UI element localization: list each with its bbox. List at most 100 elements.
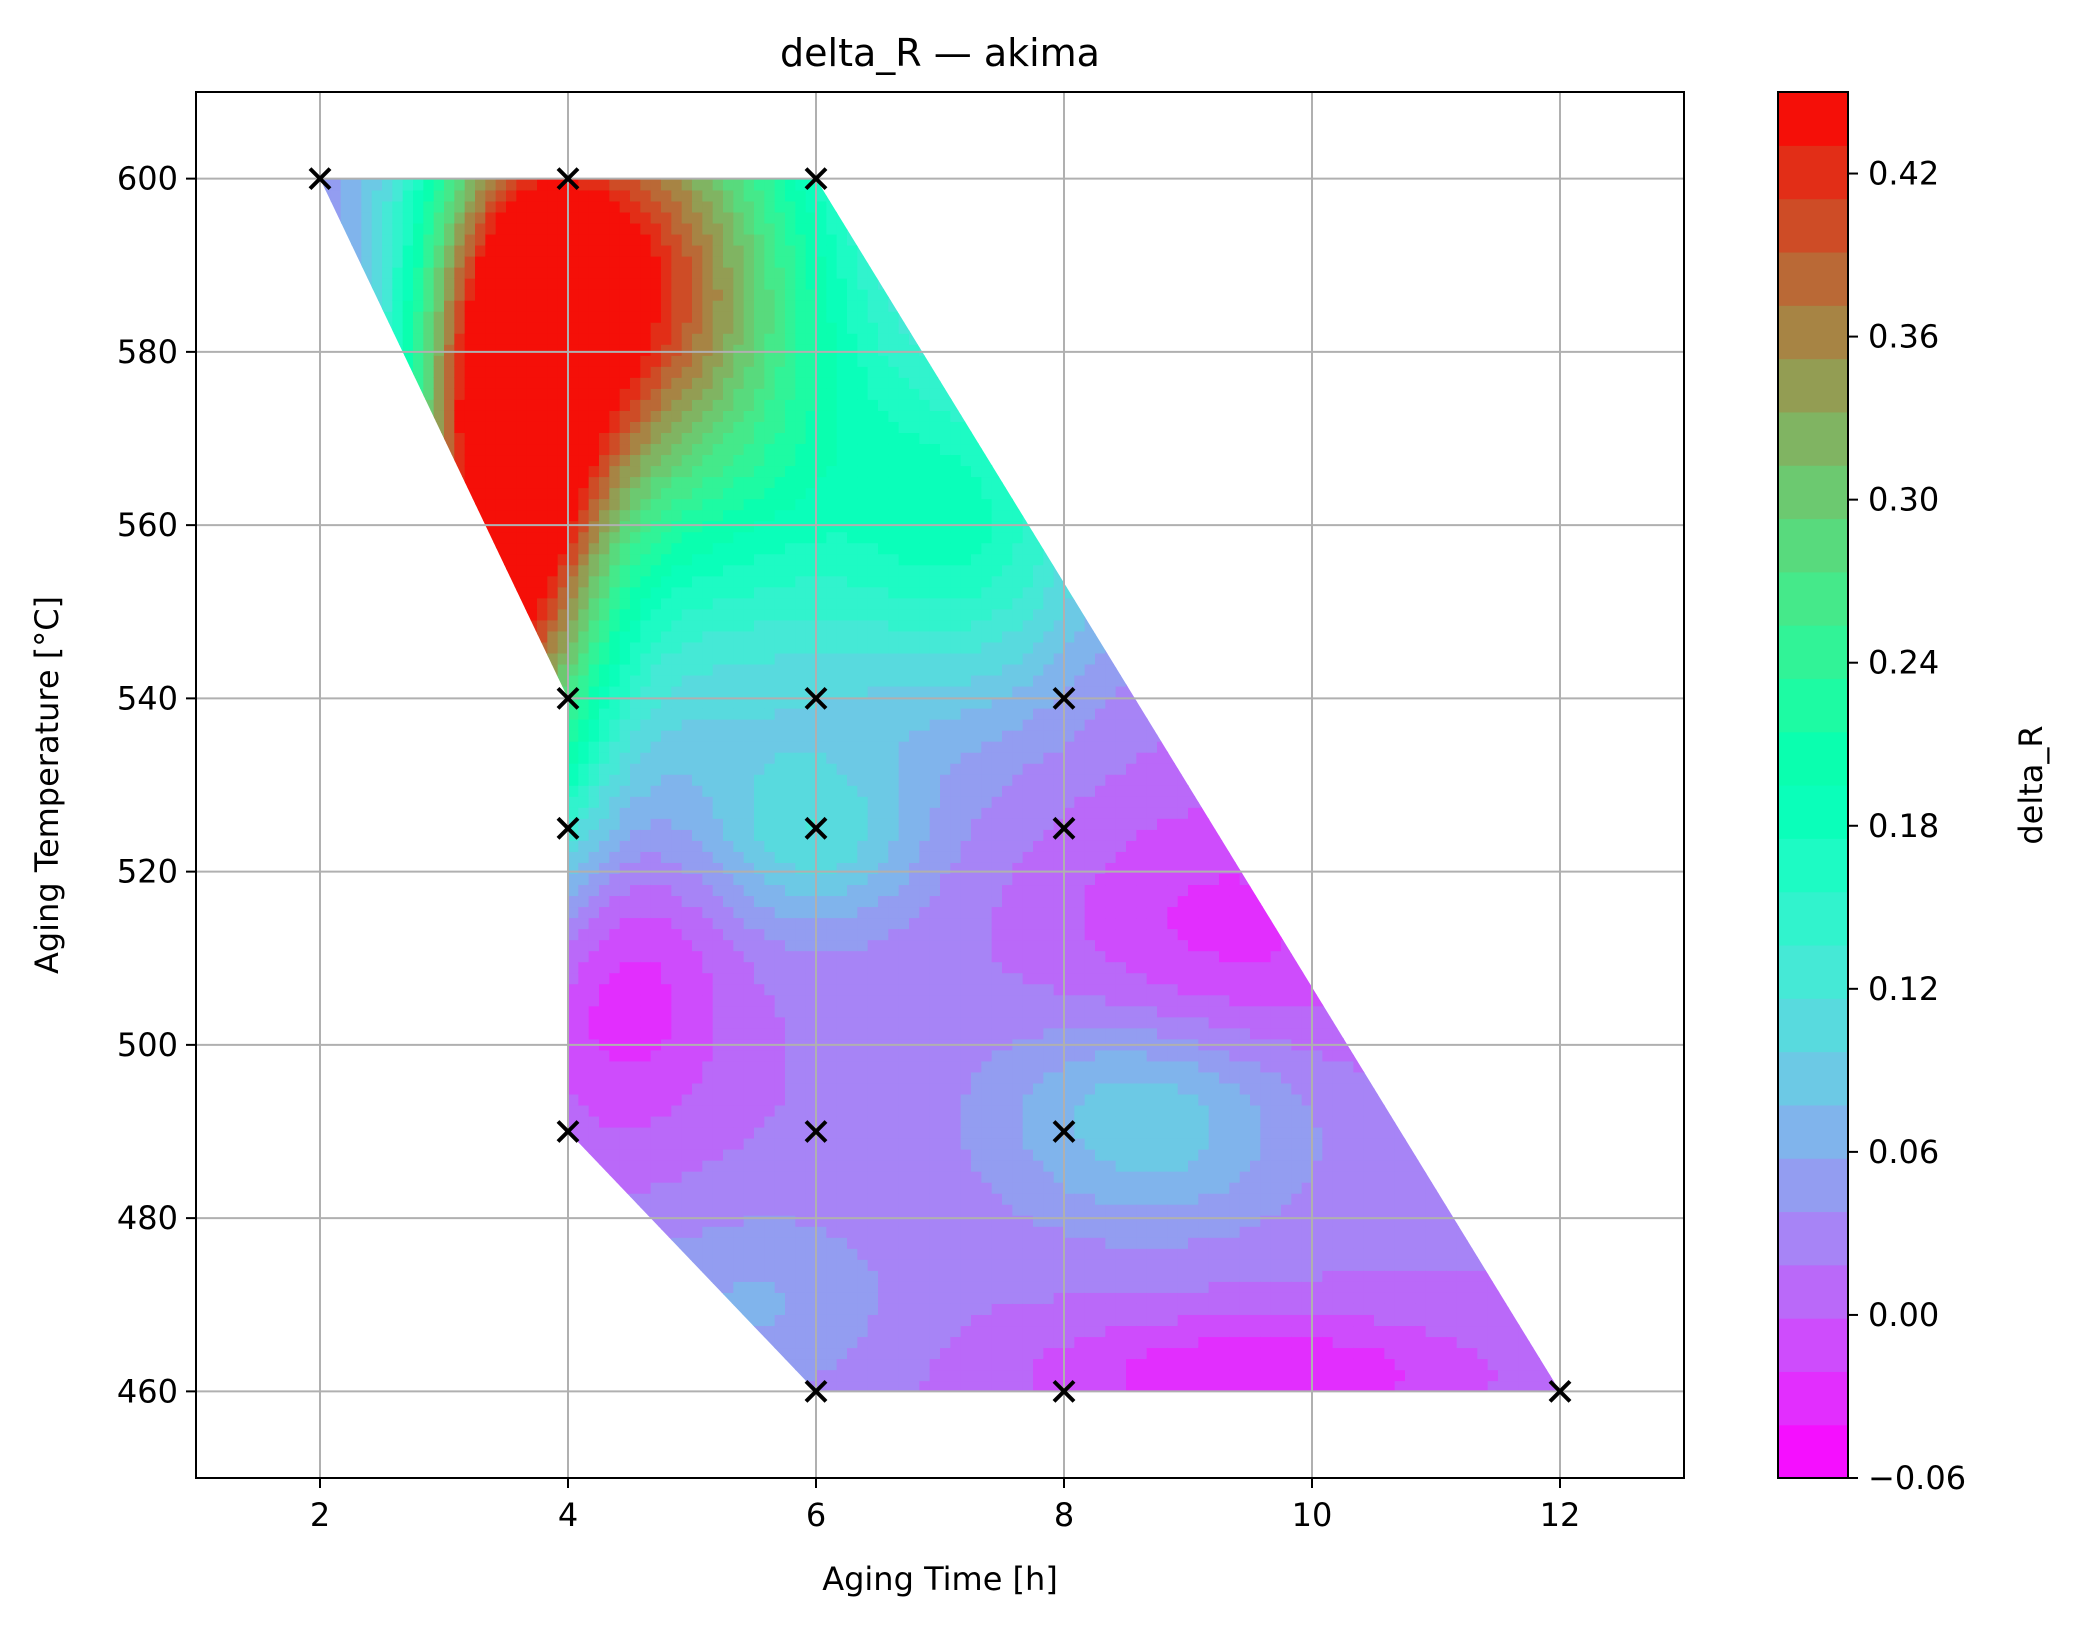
contour-cell (630, 718, 642, 731)
contour-cell (609, 762, 621, 775)
contour-cell (413, 233, 425, 246)
contour-cell (702, 983, 714, 996)
contour-cell (433, 178, 445, 191)
contour-cell (423, 321, 435, 334)
contour-cell (444, 344, 456, 356)
contour-cell (568, 840, 580, 852)
contour-cell (774, 950, 786, 963)
contour-cell (661, 211, 673, 224)
contour-cell (733, 895, 745, 908)
contour-cell (671, 862, 683, 874)
contour-cell (619, 443, 631, 456)
contour-cell (681, 807, 693, 819)
contour-cell (743, 1281, 755, 1293)
contour-cell (578, 1104, 590, 1117)
contour-cell (454, 410, 466, 422)
contour-cell (754, 189, 766, 202)
contour-cell (671, 1104, 683, 1117)
contour-cell (692, 1170, 704, 1183)
contour-cell (568, 740, 580, 753)
contour-cell (578, 454, 590, 467)
contour-cell (588, 906, 600, 919)
contour-cell (733, 1248, 745, 1260)
contour-cell (495, 321, 507, 334)
contour-cell (774, 630, 786, 643)
contour-cell (650, 718, 662, 731)
contour-cell (743, 377, 755, 389)
contour-cell (640, 729, 652, 742)
contour-cell (754, 906, 766, 919)
contour-cell (733, 1060, 745, 1073)
contour-cell (506, 222, 518, 235)
contour-cell (754, 950, 766, 963)
contour-cell (702, 961, 714, 974)
contour-cell (630, 983, 642, 996)
contour-cell (785, 1347, 797, 1360)
contour-cell (485, 277, 497, 290)
contour-cell (619, 244, 631, 257)
contour-cell (630, 410, 642, 422)
contour-cell (557, 553, 569, 566)
contour-cell (640, 520, 652, 533)
contour-cell (743, 244, 755, 257)
contour-cell (764, 244, 776, 257)
contour-cell (650, 740, 662, 753)
contour-cell (630, 630, 642, 643)
contour-cell (506, 310, 518, 323)
contour-cell (661, 906, 673, 919)
contour-cell (557, 233, 569, 246)
contour-cell (764, 1226, 776, 1238)
contour-cell (785, 1148, 797, 1161)
contour-cell (723, 994, 735, 1007)
contour-cell (568, 465, 580, 478)
contour-cell (630, 476, 642, 489)
contour-cell (712, 917, 724, 930)
contour-cell (495, 421, 507, 433)
contour-cell (723, 630, 735, 643)
contour-cell (578, 487, 590, 500)
contour-cell (609, 255, 621, 268)
contour-cell (650, 696, 662, 709)
contour-cell (475, 432, 487, 445)
contour-cell (557, 652, 569, 665)
contour-cell (712, 366, 724, 378)
contour-cell (702, 972, 714, 985)
contour-cell (723, 586, 735, 599)
contour-cell (454, 310, 466, 323)
contour-cell (568, 895, 580, 908)
contour-cell (692, 222, 704, 235)
contour-cell (764, 410, 776, 422)
contour-cell (547, 421, 559, 433)
contour-cell (413, 244, 425, 257)
contour-cell (495, 189, 507, 202)
contour-cell (764, 1093, 776, 1106)
contour-cell (764, 961, 776, 974)
contour-cell (599, 344, 611, 356)
contour-cell (774, 564, 786, 577)
contour-cell (774, 321, 786, 334)
contour-cell (774, 465, 786, 478)
contour-cell (723, 685, 735, 698)
contour-cell (371, 277, 383, 290)
contour-cell (506, 355, 518, 367)
contour-cell (506, 377, 518, 389)
contour-cell (712, 674, 724, 687)
contour-cell (681, 961, 693, 974)
contour-cell (526, 332, 538, 345)
contour-cell (568, 321, 580, 334)
contour-cell (568, 674, 580, 687)
contour-cell (712, 520, 724, 533)
contour-cell (588, 355, 600, 367)
contour-cell (495, 410, 507, 422)
contour-cell (423, 399, 435, 411)
contour-cell (733, 729, 745, 742)
contour-cell (619, 674, 631, 687)
contour-cell (733, 840, 745, 852)
contour-cell (485, 321, 497, 334)
contour-cell (588, 818, 600, 830)
contour-cell (743, 740, 755, 753)
contour-cell (671, 509, 683, 522)
contour-cell (743, 1303, 755, 1315)
contour-cell (754, 366, 766, 378)
contour-cell (712, 1237, 724, 1249)
